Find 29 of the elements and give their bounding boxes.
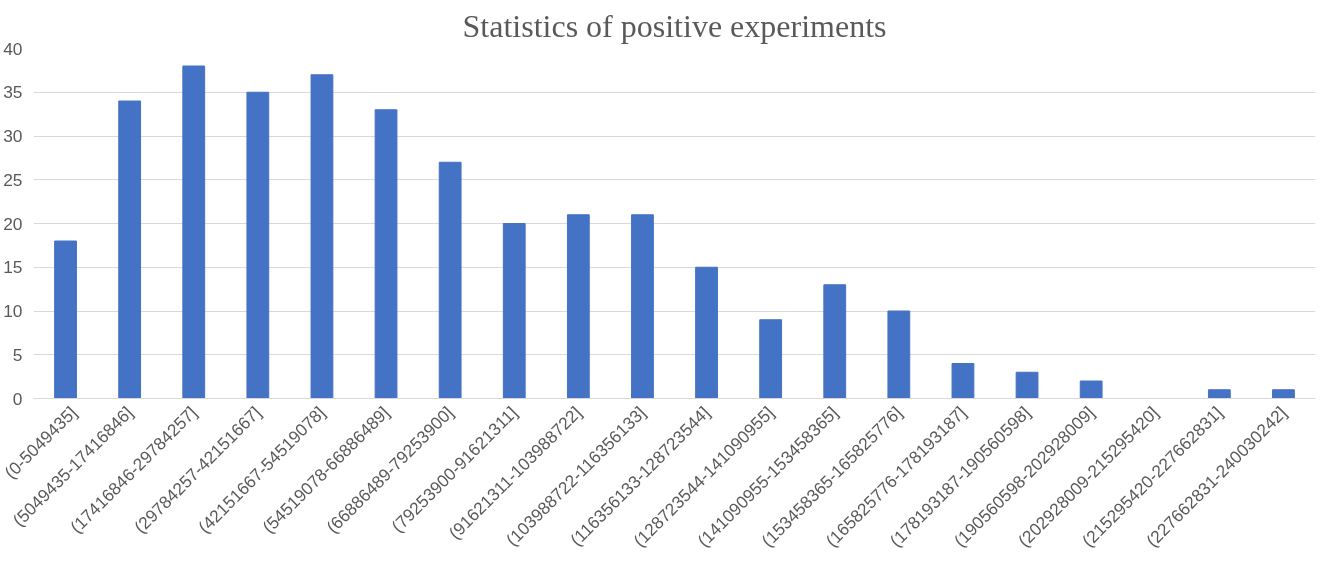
bar — [951, 363, 975, 399]
bar — [1015, 371, 1039, 399]
bar — [438, 161, 462, 399]
bar — [118, 100, 142, 399]
bar — [310, 74, 334, 399]
y-tick-label: 30 — [3, 126, 23, 146]
bar — [1207, 389, 1231, 399]
bar — [759, 319, 783, 399]
bar — [1272, 389, 1295, 399]
bar — [823, 284, 847, 399]
y-tick-label: 20 — [3, 213, 23, 234]
bar — [695, 266, 718, 399]
bar — [54, 240, 77, 399]
y-tick-label: 15 — [3, 257, 23, 278]
bar — [887, 310, 911, 399]
bar — [502, 223, 526, 399]
y-tick-label: 25 — [3, 169, 23, 190]
y-tick-label: 40 — [3, 38, 23, 59]
bar — [631, 214, 654, 399]
bar — [246, 91, 270, 399]
y-tick-label: 0 — [12, 388, 23, 409]
bar — [374, 109, 398, 399]
bar — [1079, 380, 1103, 399]
chart-title: Statistics of positive experiments — [462, 7, 887, 44]
bar — [182, 65, 206, 399]
bar — [566, 214, 590, 399]
y-tick-label: 35 — [3, 82, 23, 103]
y-tick-label: 10 — [3, 301, 23, 321]
y-tick-label: 5 — [12, 344, 23, 365]
